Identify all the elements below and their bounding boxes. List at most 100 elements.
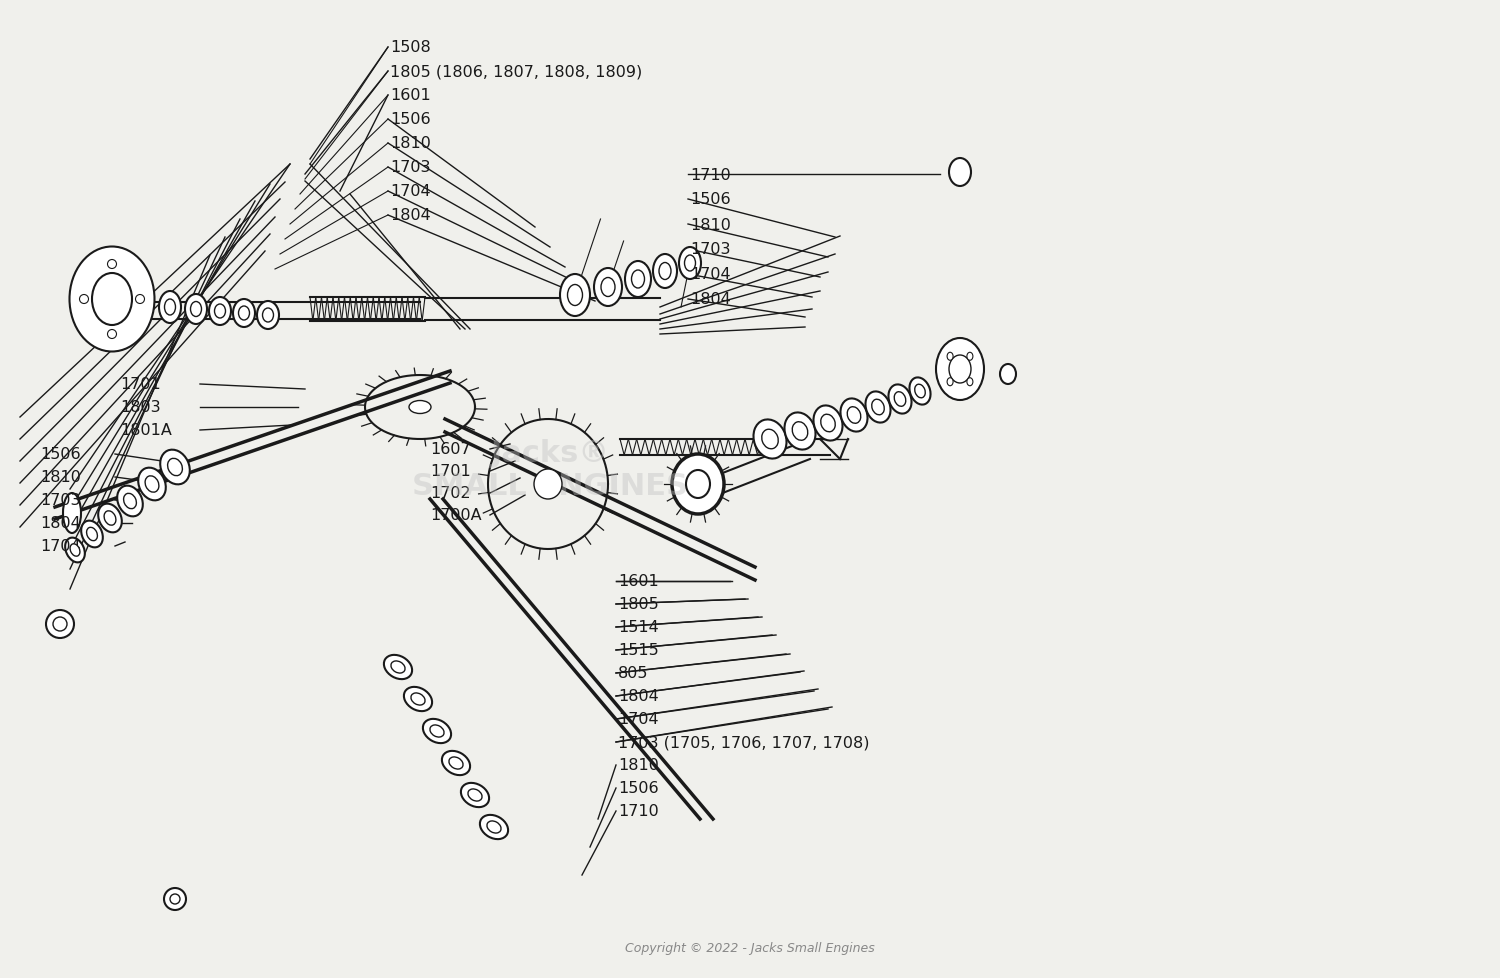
Text: 1703 (1705, 1706, 1707, 1708): 1703 (1705, 1706, 1707, 1708) (618, 734, 870, 750)
Text: 1801A: 1801A (120, 423, 172, 438)
Ellipse shape (160, 450, 190, 485)
Ellipse shape (534, 469, 562, 500)
Ellipse shape (813, 406, 843, 441)
Ellipse shape (753, 420, 786, 459)
Ellipse shape (632, 271, 645, 289)
Text: 1515: 1515 (618, 643, 658, 658)
Text: Jacks®
SMALL ENGINES: Jacks® SMALL ENGINES (413, 438, 688, 501)
Ellipse shape (92, 274, 132, 326)
Ellipse shape (209, 297, 231, 326)
Text: 1702: 1702 (430, 486, 471, 501)
Ellipse shape (232, 299, 255, 328)
Text: 1703: 1703 (390, 160, 430, 175)
Ellipse shape (81, 521, 104, 548)
Ellipse shape (792, 422, 808, 441)
Ellipse shape (567, 286, 582, 306)
Ellipse shape (98, 504, 122, 533)
Ellipse shape (168, 459, 183, 476)
Text: 1601: 1601 (390, 88, 430, 104)
Text: 1506: 1506 (618, 780, 658, 796)
Ellipse shape (680, 247, 700, 280)
Ellipse shape (946, 378, 952, 386)
Ellipse shape (821, 415, 836, 432)
Ellipse shape (164, 888, 186, 911)
Ellipse shape (104, 511, 116, 525)
Ellipse shape (784, 413, 816, 450)
Ellipse shape (53, 617, 68, 632)
Text: 1703: 1703 (40, 493, 81, 508)
Text: 1710: 1710 (690, 167, 730, 182)
Ellipse shape (950, 356, 970, 383)
Ellipse shape (80, 295, 88, 304)
Ellipse shape (64, 538, 86, 562)
Text: 1704: 1704 (690, 267, 730, 283)
Ellipse shape (146, 476, 159, 493)
Ellipse shape (63, 494, 81, 533)
Ellipse shape (847, 407, 861, 423)
Ellipse shape (184, 294, 207, 325)
Text: 1810: 1810 (618, 758, 658, 773)
Ellipse shape (87, 528, 98, 541)
Text: Copyright © 2022 - Jacks Small Engines: Copyright © 2022 - Jacks Small Engines (626, 942, 874, 955)
Ellipse shape (1000, 365, 1016, 384)
Text: 1607: 1607 (430, 442, 471, 457)
Ellipse shape (442, 751, 470, 776)
Ellipse shape (159, 291, 182, 324)
Ellipse shape (410, 401, 430, 414)
Ellipse shape (138, 468, 166, 501)
Text: 1701: 1701 (120, 378, 160, 392)
Text: 1810: 1810 (40, 470, 81, 485)
Text: 1700A: 1700A (430, 508, 482, 523)
Ellipse shape (404, 688, 432, 711)
Text: 1803: 1803 (120, 400, 160, 415)
Text: 1514: 1514 (618, 620, 658, 635)
Ellipse shape (46, 610, 74, 639)
Ellipse shape (108, 331, 117, 339)
Ellipse shape (602, 278, 615, 297)
Ellipse shape (480, 815, 508, 839)
Ellipse shape (594, 269, 622, 307)
Text: 1804: 1804 (690, 292, 730, 307)
Text: 1701: 1701 (430, 464, 471, 479)
Text: 1810: 1810 (690, 217, 730, 232)
Ellipse shape (430, 726, 444, 737)
Ellipse shape (214, 305, 225, 319)
Ellipse shape (238, 307, 249, 321)
Ellipse shape (392, 661, 405, 674)
Ellipse shape (411, 693, 424, 705)
Text: 1710: 1710 (618, 804, 658, 819)
Ellipse shape (190, 302, 201, 317)
Ellipse shape (626, 262, 651, 297)
Text: 1704: 1704 (40, 539, 81, 554)
Ellipse shape (871, 400, 885, 416)
Ellipse shape (123, 494, 136, 510)
Ellipse shape (70, 544, 80, 556)
Ellipse shape (170, 894, 180, 904)
Ellipse shape (936, 338, 984, 401)
Ellipse shape (468, 789, 482, 801)
Text: 1810: 1810 (390, 136, 430, 152)
Text: 1805: 1805 (618, 597, 658, 612)
Ellipse shape (968, 353, 974, 361)
Ellipse shape (448, 757, 464, 770)
Ellipse shape (262, 309, 273, 323)
Text: 1704: 1704 (390, 184, 430, 200)
Ellipse shape (658, 263, 670, 281)
Text: 1508: 1508 (390, 40, 430, 56)
Ellipse shape (950, 158, 970, 187)
Ellipse shape (460, 783, 489, 807)
Text: 1804: 1804 (390, 208, 430, 223)
Text: 1506: 1506 (40, 447, 81, 462)
Ellipse shape (108, 260, 117, 269)
Ellipse shape (762, 429, 778, 449)
Text: 1804: 1804 (618, 689, 658, 704)
Text: 805: 805 (618, 666, 648, 681)
Ellipse shape (135, 295, 144, 304)
Text: 1703: 1703 (690, 243, 730, 257)
Ellipse shape (915, 384, 926, 398)
Ellipse shape (652, 254, 676, 289)
Text: 1601: 1601 (618, 574, 658, 589)
Text: 1506: 1506 (390, 112, 430, 127)
Ellipse shape (888, 385, 912, 414)
Ellipse shape (165, 299, 176, 316)
